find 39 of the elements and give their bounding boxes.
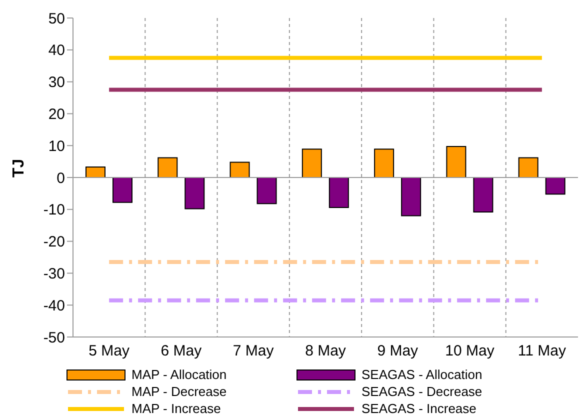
x-tick-label: 6 May	[160, 342, 202, 360]
bar	[374, 148, 394, 178]
bar	[545, 177, 566, 195]
y-axis-title: TJ	[10, 158, 28, 178]
y-tick-label: 20	[48, 106, 65, 124]
legend-label: MAP - Allocation	[132, 367, 227, 382]
bar	[518, 157, 538, 178]
bar	[230, 162, 250, 178]
bar	[184, 177, 205, 210]
y-tick-label: 10	[48, 138, 65, 155]
x-tick-label: 7 May	[232, 342, 274, 360]
legend-label: SEAGAS - Decrease	[362, 384, 482, 399]
y-tick-label: 0	[56, 170, 65, 187]
legend-label: MAP - Increase	[132, 401, 221, 414]
legend-label: MAP - Decrease	[132, 384, 227, 399]
x-tick-label: 8 May	[305, 342, 346, 360]
bar	[446, 146, 466, 178]
bar	[256, 177, 277, 204]
x-tick-label: 10 May	[445, 342, 495, 360]
y-tick-label: 40	[48, 42, 65, 60]
x-tick-label: 9 May	[377, 342, 419, 360]
legend-label: SEAGAS - Increase	[362, 401, 476, 414]
y-tick-label: -40	[43, 297, 65, 314]
y-tick-label: -20	[43, 234, 65, 251]
bar	[85, 166, 106, 178]
y-tick-label: -10	[43, 202, 65, 219]
y-tick-label: -30	[43, 266, 65, 283]
legend-label: SEAGAS - Allocation	[362, 367, 482, 382]
bar	[158, 157, 178, 178]
y-tick-label: 30	[48, 74, 65, 92]
y-tick-label: -50	[43, 329, 65, 346]
x-tick-label: 11 May	[518, 342, 566, 360]
bar	[401, 177, 422, 216]
bar	[112, 177, 132, 203]
x-tick-label: 5 May	[88, 342, 130, 360]
y-tick-label: 50	[48, 10, 65, 28]
bar	[302, 148, 322, 178]
bar	[473, 177, 494, 212]
bar	[328, 177, 349, 208]
